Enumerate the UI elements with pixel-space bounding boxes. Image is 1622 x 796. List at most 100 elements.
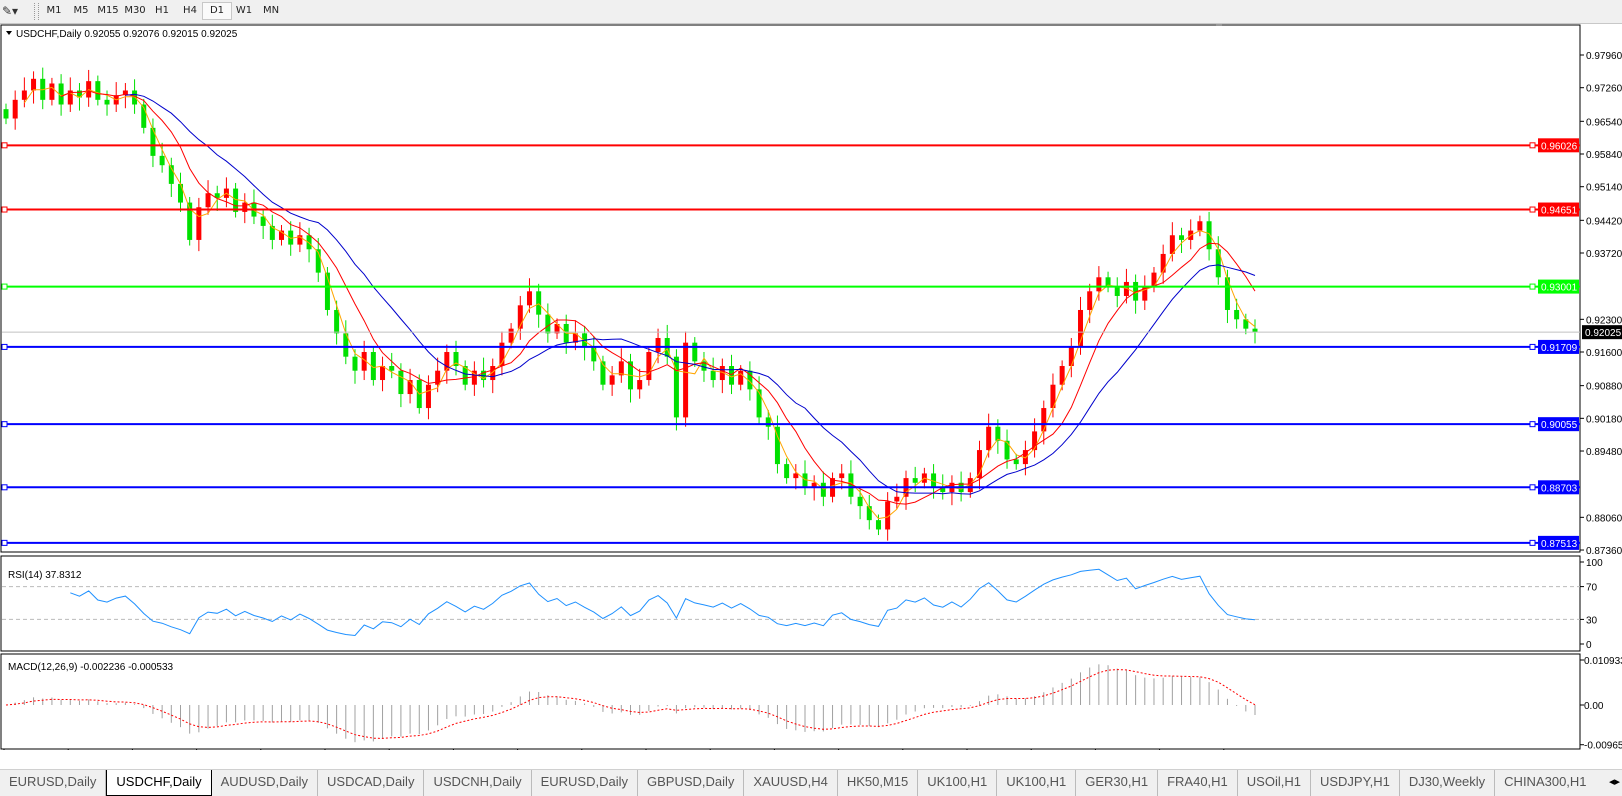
candle-body: [499, 342, 505, 367]
candle-body: [269, 225, 275, 240]
candle-body: [508, 328, 514, 343]
timeframe-m1[interactable]: M1: [46, 5, 62, 16]
candle-body: [738, 370, 744, 385]
candle-body: [334, 309, 340, 334]
level-handle-left: [1, 484, 8, 491]
candle-body: [435, 370, 441, 385]
timeframe-d1[interactable]: D1: [202, 2, 232, 20]
candle-body: [122, 90, 128, 96]
timeframe-m30[interactable]: M30: [124, 5, 146, 16]
level-handle-right: [1529, 206, 1536, 213]
candle-body: [912, 478, 918, 483]
candle-body: [1123, 281, 1129, 296]
chart-tab[interactable]: DJ30,Weekly: [1400, 770, 1496, 796]
candle-body: [931, 473, 937, 488]
chart-tab[interactable]: USOil,H1: [1238, 770, 1311, 796]
chart-tab[interactable]: FRA40,H1: [1158, 770, 1238, 796]
rsi-tick-label: 100: [1586, 558, 1603, 569]
rsi-label: RSI(14) 37.8312: [8, 570, 82, 581]
chart-tab[interactable]: CHINA300,H1: [1495, 770, 1594, 796]
candle-body: [526, 291, 532, 306]
chart-tab[interactable]: AUDUSD,Daily: [212, 770, 319, 796]
candle-body: [12, 99, 18, 119]
price-tick-label: 0.96540: [1586, 117, 1622, 128]
candle-body: [1022, 450, 1028, 465]
chart-tab[interactable]: USDCNH,Daily: [424, 770, 532, 796]
timeframe-toolbar: ✎▾ M1 M5 M15 M30 H1 H4 D1 W1 MN: [0, 0, 1622, 24]
candle-body: [453, 352, 459, 367]
chart-canvas[interactable]: 0.97960 0.97260 0.96540 0.95840 0.95140 0.944…: [0, 24, 1622, 765]
candle-body: [967, 478, 973, 493]
level-price-badge: [1538, 279, 1579, 294]
chart-header: USDCHF,Daily 0.92055 0.92076 0.92015 0.9…: [16, 29, 238, 40]
chart-tab[interactable]: EURUSD,Daily: [0, 770, 107, 796]
candle-body: [1206, 221, 1212, 250]
chart-tab[interactable]: HK50,M15: [838, 770, 919, 796]
chart-tab[interactable]: UK100,H1: [918, 770, 998, 796]
chart-tab[interactable]: USDCHF,Daily: [106, 770, 212, 796]
candle-body: [784, 464, 790, 479]
timeframe-h1[interactable]: H1: [155, 5, 169, 16]
current-price-badge: [1582, 325, 1622, 340]
timeframe-mn[interactable]: MN: [262, 5, 280, 16]
level-price-label: 0.87513: [1541, 539, 1578, 550]
price-tick-label: 0.93720: [1586, 249, 1622, 260]
level-handle-left: [1, 421, 8, 428]
price-tick-label: 0.90180: [1586, 414, 1622, 425]
candle-body: [618, 361, 624, 376]
timeframe-w1[interactable]: W1: [235, 5, 253, 16]
tab-scroll-arrows-icon[interactable]: ◂▸: [1596, 770, 1620, 794]
rsi-line: [70, 568, 1256, 637]
chart-tab[interactable]: USDCAD,Daily: [318, 770, 425, 796]
timeframe-h4[interactable]: H4: [183, 5, 197, 16]
candle-body: [554, 323, 560, 334]
candle-body: [1169, 235, 1175, 254]
candle-body: [646, 352, 652, 381]
ma-mid-line: [60, 90, 1256, 505]
level-price-badge: [1538, 480, 1579, 495]
chart-tab[interactable]: XAUUSD,H4: [744, 770, 838, 796]
candle-body: [1087, 291, 1093, 310]
candle-body: [104, 99, 110, 105]
candle-body: [279, 230, 285, 240]
candle-body: [177, 183, 183, 203]
candle-body: [444, 352, 450, 371]
chart-tab[interactable]: EURUSD,Daily: [532, 770, 638, 796]
price-tick-label: 0.91600: [1586, 348, 1622, 359]
chart-window[interactable]: 0.97960 0.97260 0.96540 0.95840 0.95140 0.944…: [0, 24, 1622, 765]
chart-tab[interactable]: USDJPY,H1: [1311, 770, 1400, 796]
timeframe-m15[interactable]: M15: [97, 5, 119, 16]
level-handle-right: [1529, 283, 1536, 290]
candle-body: [76, 90, 82, 98]
candle-body: [214, 193, 220, 198]
candle-body: [673, 356, 679, 418]
chart-tab[interactable]: UK100,H1: [997, 770, 1077, 796]
macd-label: MACD(12,26,9) -0.002236 -0.000533: [8, 662, 174, 673]
candle-body: [894, 496, 900, 502]
level-price-label: 0.90055: [1541, 420, 1578, 431]
candle-body: [1096, 277, 1102, 292]
candle-body: [187, 202, 193, 240]
current-price-label: 0.92025: [1585, 328, 1622, 339]
chart-tab[interactable]: GER30,H1: [1076, 770, 1159, 796]
candle-body: [205, 193, 211, 208]
candle-body: [1041, 408, 1047, 432]
level-handle-left: [1, 343, 8, 350]
rsi-tick-label: 70: [1586, 583, 1598, 594]
level-handle-left: [1, 206, 8, 213]
candle-body: [242, 202, 248, 212]
candle-body: [233, 188, 239, 212]
candle-body: [793, 473, 799, 479]
level-price-badge: [1538, 202, 1579, 217]
candle-body: [1151, 272, 1157, 287]
timeframe-m5[interactable]: M5: [73, 5, 89, 16]
line-tool-icon[interactable]: ✎▾: [2, 4, 19, 18]
candle-body: [545, 314, 551, 334]
candle-body: [875, 520, 881, 530]
candle-body: [425, 384, 431, 409]
level-price-badge: [1538, 339, 1579, 354]
level-price-label: 0.94651: [1541, 206, 1578, 217]
macd-panel-frame: [0, 653, 1581, 750]
toolbar-grip[interactable]: [34, 3, 39, 20]
chart-tab[interactable]: GBPUSD,Daily: [638, 770, 745, 796]
